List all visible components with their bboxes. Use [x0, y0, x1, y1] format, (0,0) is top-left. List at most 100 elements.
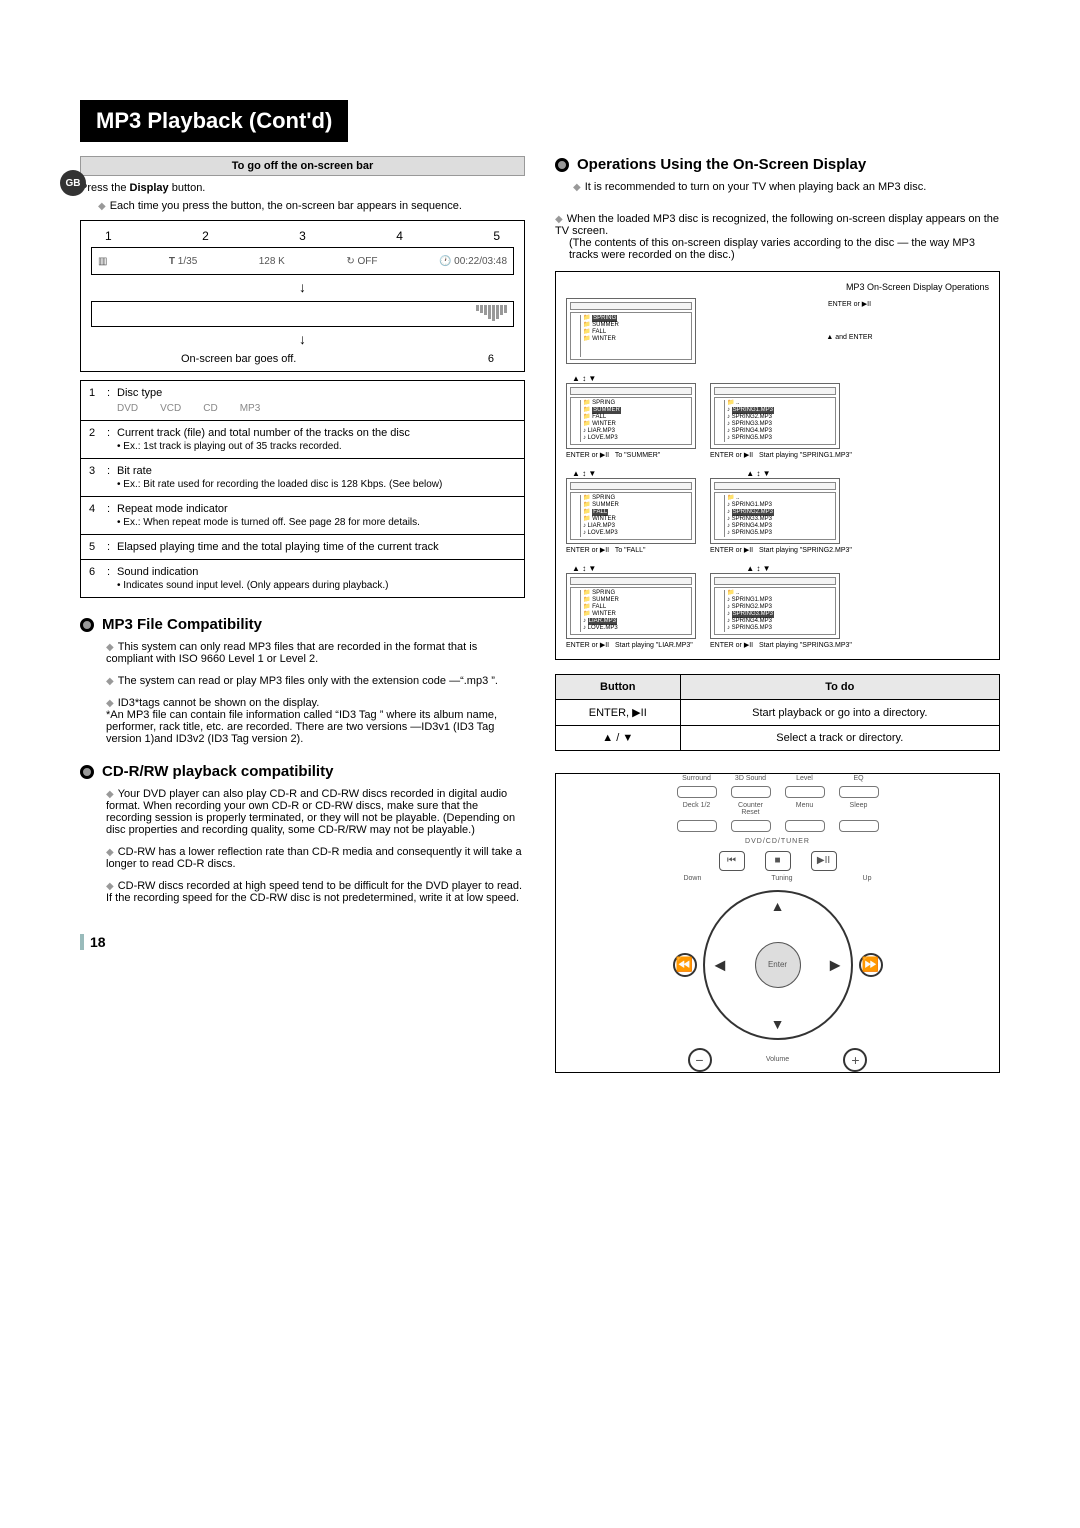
forward-button: ⏩ [859, 953, 883, 977]
disc-icon: ▥ [98, 256, 107, 267]
legend-num: 2 [89, 427, 107, 452]
osd-panel: 📁 SPRING 📁 SUMMER 📁 FALL 📁 WINTER ♪ LIAR… [566, 573, 696, 639]
remote-button [839, 786, 879, 798]
remote-button [731, 786, 771, 798]
osb-bitrate: 128 K [259, 256, 285, 267]
compat-item: The system can read or play MP3 files on… [106, 675, 525, 687]
repeat-icon: ↻ OFF [346, 256, 377, 267]
cdrw-compat-heading: CD-R/RW playback compatibility [80, 763, 525, 780]
compat-item: ID3*tags cannot be shown on the display.… [106, 697, 525, 745]
btn-label: Surround [677, 775, 717, 782]
osb-num-6: 6 [488, 353, 494, 365]
osd-panel: 📁 .. ♪ SPRING1.MP3 ♪ SPRING2.MP3 ♪ SPRIN… [710, 478, 840, 544]
td-todo: Select a track or directory. [680, 726, 999, 751]
th-button: Button [556, 675, 681, 700]
legend-label: Elapsed playing time and the total playi… [117, 541, 516, 553]
down-arrow-icon: ↓ [91, 331, 514, 347]
legend-label: Repeat mode indicator [117, 503, 516, 515]
legend-label: Bit rate [117, 465, 516, 477]
td-button: ENTER, ▶II [556, 700, 681, 726]
up-arrow-icon: ▲ [771, 898, 785, 914]
osb-empty-bar [91, 301, 514, 327]
btn-label: Deck 1/2 [677, 802, 717, 816]
enter-button: Enter [755, 942, 801, 988]
play-button: ▶II [811, 851, 837, 871]
vol-down-button: − [688, 1048, 712, 1072]
legend-num: 3 [89, 465, 107, 490]
ops-para2b: (The contents of this on-screen display … [569, 237, 1000, 261]
osd-panel: 📁 SPRING 📁 SUMMER 📁 FALL 📁 WINTER [566, 298, 696, 364]
remote-button [677, 820, 717, 832]
legend-sub: • Ex.: 1st track is playing out of 35 tr… [117, 441, 516, 452]
dpad: ▲ ▼ ◀ ▶ Enter [703, 890, 853, 1040]
ops-intro: It is recommended to turn on your TV whe… [573, 181, 1000, 193]
osb-num-5: 5 [493, 229, 500, 243]
td-todo: Start playback or go into a directory. [680, 700, 999, 726]
down-arrow-icon: ▼ [771, 1016, 785, 1032]
osb-legend-table: 1 : Disc type DVD VCD CD MP3 2: Current … [80, 380, 525, 598]
osb-num-1: 1 [105, 229, 112, 243]
press-display-note: Press the Display button. [80, 182, 525, 194]
compat-item: This system can only read MP3 files that… [106, 641, 525, 665]
arrows-label: ▲ ↕ ▼ [572, 374, 989, 383]
osb-num-3: 3 [299, 229, 306, 243]
osb-bar: ▥ T 1/35 128 K ↻ OFF 🕐 00:22/03:48 [91, 247, 514, 275]
legend-label: Disc type [117, 387, 516, 399]
left-arrow-icon: ◀ [715, 956, 726, 973]
osd-panel: 📁 .. ♪ SPRING1.MP3 ♪ SPRING2.MP3 ♪ SPRIN… [710, 573, 840, 639]
onscreen-bar-illustration: 1 2 3 4 5 ▥ T 1/35 128 K ↻ OFF 🕐 00:22/0… [80, 220, 525, 372]
ops-para2: When the loaded MP3 disc is recognized, … [555, 213, 1000, 237]
cd-icon: CD [203, 403, 217, 414]
vcd-icon: VCD [160, 403, 181, 414]
remote-button [785, 786, 825, 798]
legend-sub: • Ex.: When repeat mode is turned off. S… [117, 517, 516, 528]
remote-button [677, 786, 717, 798]
btn-label: EQ [839, 775, 879, 782]
down-label: Down [683, 875, 701, 882]
th-todo: To do [680, 675, 999, 700]
osb-num-4: 4 [396, 229, 403, 243]
legend-num: 4 [89, 503, 107, 528]
bullet-icon [555, 158, 569, 172]
osd-panel: 📁 SPRING 📁 SUMMER 📁 FALL 📁 WINTER ♪ LIAR… [566, 383, 696, 449]
and-enter-label: ▲ and ENTER [710, 334, 989, 341]
ops-heading: Operations Using the On-Screen Display [555, 156, 1000, 173]
each-time-note: Each time you press the button, the on-s… [98, 200, 525, 212]
legend-sub: • Ex.: Bit rate used for recording the l… [117, 479, 516, 490]
btn-label: Counter Reset [731, 802, 771, 816]
legend-num: 6 [89, 566, 107, 591]
vol-up-button: + [843, 1048, 867, 1072]
right-arrow-icon: ▶ [830, 956, 841, 973]
subhead-go-off: To go off the on-screen bar [80, 156, 525, 176]
cdrw-item: CD-RW discs recorded at high speed tend … [106, 880, 525, 904]
osb-num-2: 2 [202, 229, 209, 243]
down-arrow-icon: ↓ [91, 279, 514, 295]
remote-button [839, 820, 879, 832]
prev-button: ⏮ [719, 851, 745, 871]
legend-num: 5 [89, 541, 107, 553]
cdrw-item: CD-RW has a lower reflection rate than C… [106, 846, 525, 870]
page-title-bar: MP3 Playback (Cont'd) [80, 100, 348, 142]
language-badge: GB [60, 170, 86, 196]
page-number: 18 [80, 934, 525, 950]
legend-label: Current track (file) and total number of… [117, 427, 516, 439]
legend-num: 1 [89, 387, 107, 414]
osd-panel: 📁 .. ♪ SPRING1.MP3 ♪ SPRING2.MP3 ♪ SPRIN… [710, 383, 840, 449]
clock-icon: 🕐 00:22/03:48 [439, 256, 507, 267]
band-label: DVD/CD/TUNER [745, 838, 810, 845]
rewind-button: ⏪ [673, 953, 697, 977]
bullet-icon [80, 618, 94, 632]
remote-illustration: Surround 3D Sound Level EQ Deck 1/2 Coun… [555, 773, 1000, 1073]
btn-label: Sleep [839, 802, 879, 816]
remote-button [785, 820, 825, 832]
bullet-icon [80, 765, 94, 779]
volume-label: Volume [766, 1056, 789, 1063]
mp3-compat-heading: MP3 File Compatibility [80, 616, 525, 633]
stop-button: ■ [765, 851, 791, 871]
btn-label: Menu [785, 802, 825, 816]
remote-button [731, 820, 771, 832]
left-column: To go off the on-screen bar Press the Di… [80, 156, 525, 1073]
osb-goes-off: On-screen bar goes off. [181, 353, 296, 365]
right-column: Operations Using the On-Screen Display I… [555, 156, 1000, 1073]
osd-panel: 📁 SPRING 📁 SUMMER 📁 FALL 📁 WINTER ♪ LIAR… [566, 478, 696, 544]
